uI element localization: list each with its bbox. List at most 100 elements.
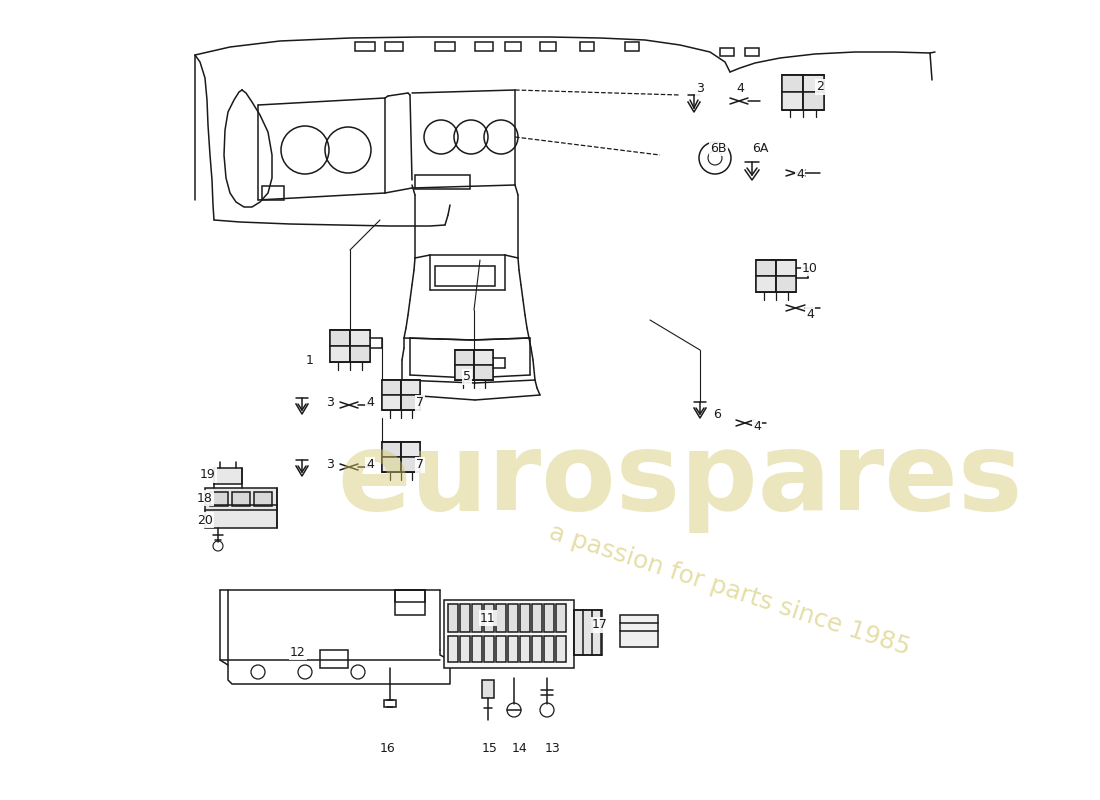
Bar xyxy=(455,350,493,380)
Text: 11: 11 xyxy=(480,611,496,625)
Bar xyxy=(782,75,824,110)
Text: 7: 7 xyxy=(416,458,424,471)
Bar xyxy=(580,42,594,51)
Bar xyxy=(382,457,402,472)
Bar xyxy=(382,442,402,457)
Bar xyxy=(384,700,396,707)
Bar xyxy=(434,266,495,286)
Bar xyxy=(508,636,518,662)
Bar xyxy=(540,42,556,51)
Text: 7: 7 xyxy=(416,397,424,410)
Bar xyxy=(532,604,542,632)
Bar xyxy=(803,75,824,92)
Text: 6A: 6A xyxy=(751,142,768,154)
Bar xyxy=(262,186,284,200)
Text: 6B: 6B xyxy=(710,142,726,154)
Text: 15: 15 xyxy=(482,742,498,754)
Bar xyxy=(474,350,493,365)
Bar xyxy=(508,604,518,632)
Bar xyxy=(382,442,420,472)
Bar xyxy=(402,380,420,395)
Text: 1: 1 xyxy=(306,354,313,366)
Text: 2: 2 xyxy=(816,81,824,94)
Bar xyxy=(776,260,796,276)
Bar xyxy=(496,636,506,662)
Bar xyxy=(574,610,602,655)
Bar xyxy=(484,636,494,662)
Bar xyxy=(720,48,734,56)
Text: 14: 14 xyxy=(513,742,528,754)
Text: a passion for parts since 1985: a passion for parts since 1985 xyxy=(547,520,914,660)
Text: 12: 12 xyxy=(290,646,306,658)
Bar xyxy=(455,365,474,380)
Bar xyxy=(520,604,530,632)
Text: 5: 5 xyxy=(463,370,471,383)
Bar xyxy=(455,350,474,365)
Bar xyxy=(496,604,506,632)
Text: 4: 4 xyxy=(366,458,374,471)
Bar xyxy=(782,92,803,110)
Bar xyxy=(776,276,796,292)
Bar xyxy=(355,42,375,51)
Text: 10: 10 xyxy=(802,262,818,274)
Bar xyxy=(782,75,803,92)
Bar xyxy=(482,680,494,698)
Bar xyxy=(756,260,775,276)
Bar xyxy=(205,488,277,528)
Bar xyxy=(556,636,566,662)
Bar xyxy=(350,346,370,362)
Bar xyxy=(448,636,458,662)
Bar xyxy=(756,260,796,292)
Text: 3: 3 xyxy=(326,458,334,471)
Bar xyxy=(330,346,350,362)
Bar xyxy=(472,636,482,662)
Bar xyxy=(320,650,348,668)
Text: 19: 19 xyxy=(200,469,216,482)
Bar xyxy=(756,276,775,292)
Bar xyxy=(402,442,420,457)
Bar xyxy=(460,604,470,632)
Bar xyxy=(254,492,272,506)
Text: 3: 3 xyxy=(326,397,334,410)
Bar xyxy=(330,330,370,362)
Text: 4: 4 xyxy=(366,397,374,410)
Bar xyxy=(544,636,554,662)
Bar xyxy=(745,48,759,56)
Bar xyxy=(475,42,493,51)
Bar xyxy=(232,492,250,506)
Bar xyxy=(625,42,639,51)
Text: 18: 18 xyxy=(197,491,213,505)
Bar xyxy=(350,330,370,346)
Text: 6: 6 xyxy=(713,409,721,422)
Bar xyxy=(395,590,425,602)
Text: 3: 3 xyxy=(696,82,704,94)
Bar xyxy=(214,468,242,484)
Bar xyxy=(402,457,420,472)
Bar xyxy=(382,395,402,410)
Bar xyxy=(520,636,530,662)
Text: 13: 13 xyxy=(546,742,561,754)
Bar xyxy=(402,395,420,410)
Bar xyxy=(444,600,574,668)
Bar xyxy=(448,604,458,632)
Text: 4: 4 xyxy=(736,82,744,94)
Bar xyxy=(620,615,658,647)
Bar xyxy=(385,42,403,51)
Text: 4: 4 xyxy=(796,169,804,182)
Text: 4: 4 xyxy=(754,421,761,434)
Bar xyxy=(460,636,470,662)
Bar xyxy=(415,175,470,189)
Bar xyxy=(544,604,554,632)
Bar xyxy=(210,492,228,506)
Bar xyxy=(532,636,542,662)
Bar xyxy=(803,92,824,110)
Bar xyxy=(434,42,455,51)
Bar xyxy=(505,42,521,51)
Text: 16: 16 xyxy=(381,742,396,754)
Bar xyxy=(382,380,402,395)
Text: 17: 17 xyxy=(592,618,608,631)
Bar xyxy=(330,330,350,346)
Bar xyxy=(472,604,482,632)
Bar xyxy=(474,365,493,380)
Bar xyxy=(556,604,566,632)
